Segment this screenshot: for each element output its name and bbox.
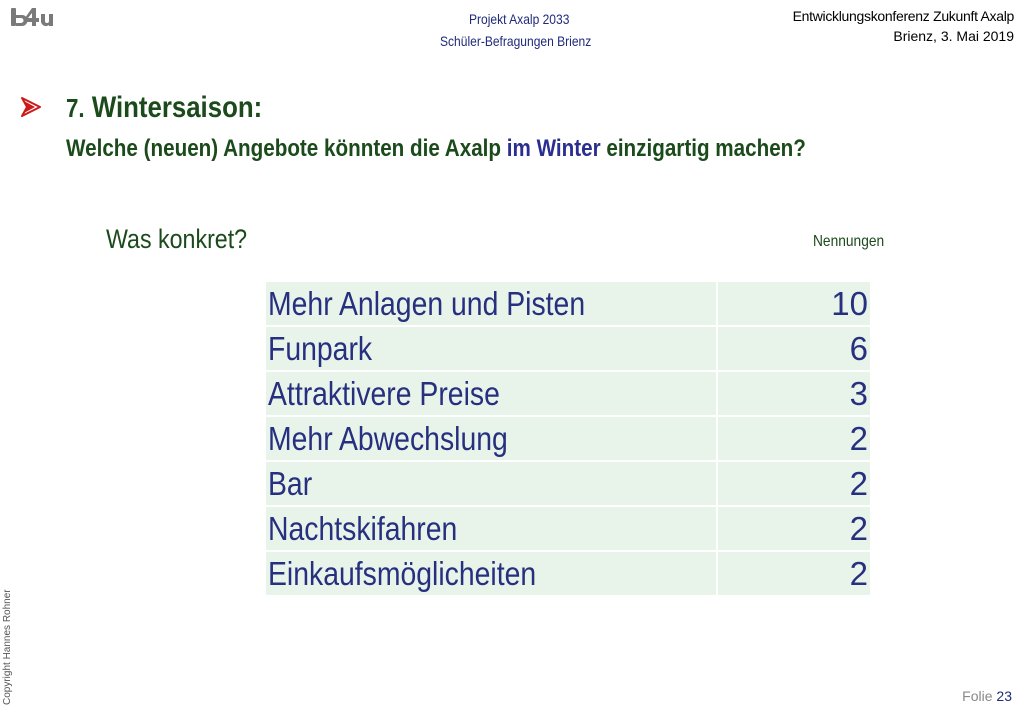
table-row: Nachtskifahren 2 xyxy=(266,507,870,550)
question-subtitle: Welche (neuen) Angebote könnten die Axal… xyxy=(66,132,926,166)
table-row: Mehr Abwechslung 2 xyxy=(266,417,870,460)
table-row: Bar 2 xyxy=(266,462,870,505)
event-line-1: Entwicklungskonferenz Zukunft Axalp xyxy=(792,8,1015,24)
subtitle-highlight: im Winter xyxy=(506,135,601,162)
answer-count: 3 xyxy=(718,372,870,415)
arrow-bullet-icon xyxy=(21,97,41,117)
table-row: Attraktivere Preise 3 xyxy=(266,372,870,415)
count-header: Nennungen xyxy=(813,232,896,252)
b4u-logo xyxy=(11,8,53,27)
answers-table: Mehr Anlagen und Pisten 10 Funpark 6 Att… xyxy=(266,282,870,597)
project-header: Projekt Axalp 2033 Schüler-Befragungen B… xyxy=(400,8,655,52)
question-title-text: Wintersaison: xyxy=(91,91,263,124)
section-label-text: Was konkret? xyxy=(106,224,248,254)
answer-label: Bar xyxy=(266,462,716,505)
answer-count: 2 xyxy=(718,507,870,550)
subtitle-post: einzigartig machen? xyxy=(606,135,806,162)
question-number: 7. xyxy=(66,93,85,123)
slide-number: Folie 23 xyxy=(962,688,1012,704)
subtitle-pre: Welche (neuen) Angebote könnten die Axal… xyxy=(66,135,502,162)
answer-label: Attraktivere Preise xyxy=(266,372,716,415)
answer-count: 2 xyxy=(718,552,870,595)
table-row: Mehr Anlagen und Pisten 10 xyxy=(266,282,870,325)
table-row: Funpark 6 xyxy=(266,327,870,370)
answer-label: Nachtskifahren xyxy=(266,507,716,550)
project-line-1: Projekt Axalp 2033 xyxy=(469,11,570,27)
question-title: 7. Wintersaison: xyxy=(66,88,294,128)
answer-count: 10 xyxy=(718,282,870,325)
project-line-2: Schüler-Befragungen Brienz xyxy=(439,33,591,49)
copyright-notice: Copyright Hannes Rohner xyxy=(2,589,13,705)
slide-label: Folie xyxy=(962,688,993,704)
answer-label: Mehr Abwechslung xyxy=(266,417,716,460)
slide-number-value: 23 xyxy=(996,688,1012,704)
answer-label: Mehr Anlagen und Pisten xyxy=(266,282,716,325)
answer-label: Funpark xyxy=(266,327,716,370)
answer-count: 6 xyxy=(718,327,870,370)
event-line-2: Brienz, 3. Mai 2019 xyxy=(893,28,1014,44)
section-label: Was konkret? xyxy=(106,220,270,258)
event-header: Entwicklungskonferenz Zukunft Axalp Brie… xyxy=(792,6,1015,46)
count-header-text: Nennungen xyxy=(813,233,885,250)
table-row: Einkaufsmöglicheiten 2 xyxy=(266,552,870,595)
answer-count: 2 xyxy=(718,462,870,505)
answer-count: 2 xyxy=(718,417,870,460)
answer-label: Einkaufsmöglicheiten xyxy=(266,552,716,595)
